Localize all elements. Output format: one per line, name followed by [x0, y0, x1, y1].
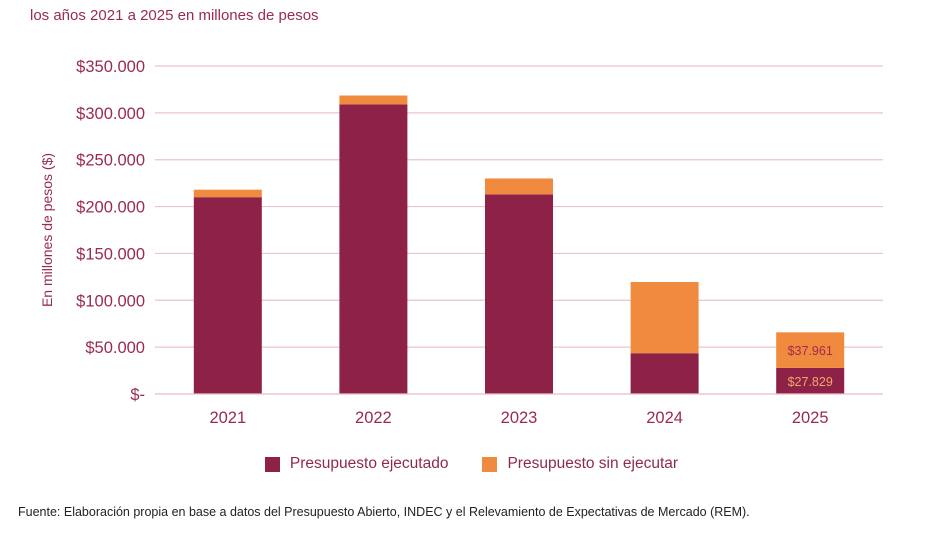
legend-label-executed: Presupuesto ejecutado [289, 455, 449, 472]
x-tick-label: 2025 [792, 409, 829, 427]
bar-unexecuted-2024 [630, 282, 699, 354]
y-tick-label: $300.000 [76, 105, 145, 123]
legend-label-unexecuted: Presupuesto sin ejecutar [507, 455, 679, 472]
bar-unexecuted-2025 [776, 332, 845, 368]
data-label: $27.829 [788, 375, 833, 389]
source-note: Fuente: Elaboración propia en base a dat… [18, 505, 750, 519]
stacked-bar-chart: $- $50.000 $100.000 $150.000 $200.000 $250.00… [39, 58, 883, 427]
y-tick-label: $- [130, 386, 145, 404]
y-tick-label: $200.000 [76, 199, 145, 217]
bar-executed-2021 [193, 197, 262, 394]
y-tick-label: $100.000 [76, 292, 145, 310]
legend-swatch-unexecuted [482, 456, 498, 472]
bar-unexecuted-2022 [339, 95, 408, 105]
x-tick-label: 2022 [355, 409, 392, 427]
x-tick-label: 2023 [501, 409, 538, 427]
chart-legend: Presupuesto ejecutado Presupuesto sin ej… [0, 455, 943, 473]
bar-unexecuted-2023 [485, 178, 553, 195]
legend-swatch-executed [264, 456, 280, 472]
bar-executed-2024 [630, 353, 699, 394]
y-tick-label: $150.000 [76, 245, 145, 263]
bar-unexecuted-2021 [193, 189, 262, 198]
legend-item-unexecuted: Presupuesto sin ejecutar [482, 455, 678, 473]
bar-executed-2022 [339, 104, 408, 395]
bar-executed-2025 [776, 367, 845, 394]
bar-executed-2023 [485, 194, 553, 394]
chart-subtitle: los años 2021 a 2025 en millones de peso… [30, 7, 319, 24]
y-tick-label: $250.000 [76, 152, 145, 170]
data-label: $37.961 [788, 344, 833, 358]
legend-item-executed: Presupuesto ejecutado [264, 455, 449, 473]
x-tick-label: 2024 [646, 409, 683, 427]
y-axis-title: En millones de pesos ($) [39, 153, 55, 307]
y-tick-label: $350.000 [76, 58, 145, 76]
x-tick-label: 2021 [209, 409, 246, 427]
y-tick-label: $50.000 [85, 339, 145, 357]
